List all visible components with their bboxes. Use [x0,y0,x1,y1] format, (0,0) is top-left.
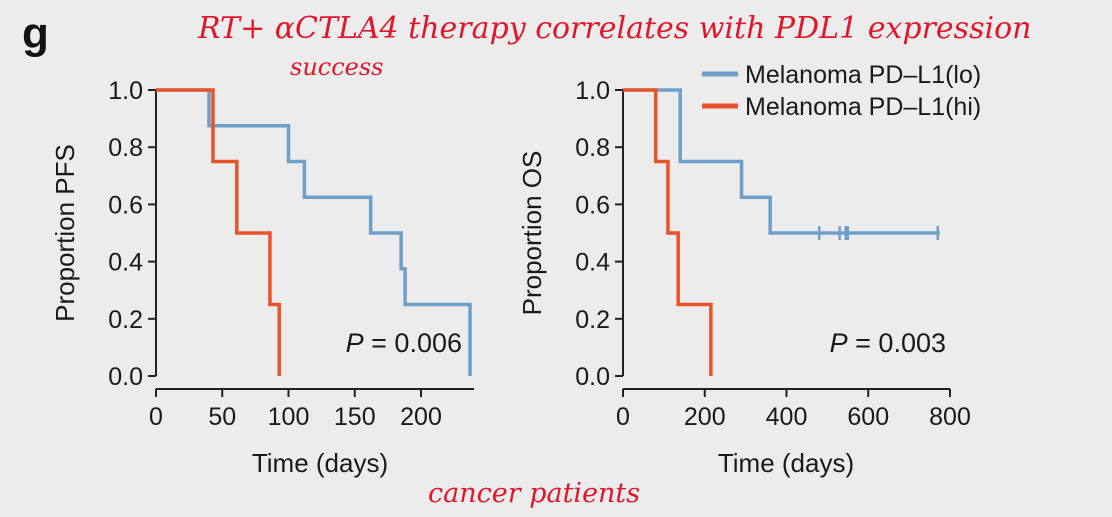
legend-label-lo: Melanoma PD–L1(lo) [745,61,981,89]
os-y-tick-label: 0.0 [575,363,610,391]
pfs-y-tick-label: 0.4 [108,249,143,277]
pfs-y-tick-label: 0.0 [108,363,143,391]
pfs-y-tick-label: 1.0 [108,77,143,105]
handwritten-bottom-note: cancer patients [428,478,640,509]
pfs-x-tick-label: 150 [334,403,376,431]
os-curves [623,88,940,376]
handwritten-title-note: RT+ αCTLA4 therapy correlates with PDL1 … [197,11,1031,46]
os-x-tick-label: 800 [929,403,971,431]
os-p-label: P [830,328,848,358]
pfs-y-tick-label: 0.6 [108,191,143,219]
pfs-y-axis-title: Proportion PFS [50,144,80,322]
os-curve-hi [623,88,713,376]
os-y-tick-label: 0.2 [575,306,610,334]
os-y-ticks: 0.0 0.2 0.4 0.6 0.8 1.0 [575,77,623,391]
os-y-tick-label: 0.6 [575,191,610,219]
legend-label-hi: Melanoma PD–L1(hi) [745,93,981,121]
pfs-p-label: P [346,328,364,358]
pfs-curve-hi [156,88,281,376]
os-y-tick-label: 0.8 [575,134,610,162]
pfs-x-axis-title: Time (days) [252,448,388,478]
pfs-y-tick-label: 0.2 [108,306,143,334]
handwritten-success-note: success [290,53,384,81]
pfs-x-tick-label: 200 [400,403,442,431]
pfs-x-tick-label: 0 [149,403,163,431]
pfs-x-tick-label: 100 [268,403,310,431]
os-x-tick-label: 200 [684,403,726,431]
os-curve-lo [623,88,940,235]
os-chart: 0.0 0.2 0.4 0.6 0.8 1.0 0 200 400 600 800 Proport… [517,77,971,478]
os-y-tick-label: 0.4 [575,249,610,277]
os-y-tick-label: 1.0 [575,77,610,105]
os-x-ticks: 0 200 400 600 800 [616,389,971,431]
pfs-y-tick-label: 0.8 [108,134,143,162]
pfs-x-ticks: 0 50 100 150 200 [149,389,442,431]
panel-label: g [22,9,49,58]
os-p-value: P = 0.003 [830,328,946,358]
os-x-tick-label: 0 [616,403,630,431]
os-y-axis-title: Proportion OS [517,151,547,316]
os-p-text: = 0.003 [848,328,946,358]
pfs-curve-lo [156,88,472,376]
pfs-curves [156,88,472,376]
pfs-p-value: P = 0.006 [346,328,462,358]
pfs-p-text: = 0.006 [364,328,462,358]
os-x-axis-title: Time (days) [718,448,854,478]
os-x-tick-label: 400 [766,403,808,431]
pfs-x-tick-label: 50 [208,403,236,431]
legend: Melanoma PD–L1(lo) Melanoma PD–L1(hi) [702,61,981,121]
pfs-chart: 0.0 0.2 0.4 0.6 0.8 1.0 0 50 100 150 200 Proporti… [50,77,474,478]
pfs-y-ticks: 0.0 0.2 0.4 0.6 0.8 1.0 [108,77,156,391]
os-x-tick-label: 600 [847,403,889,431]
